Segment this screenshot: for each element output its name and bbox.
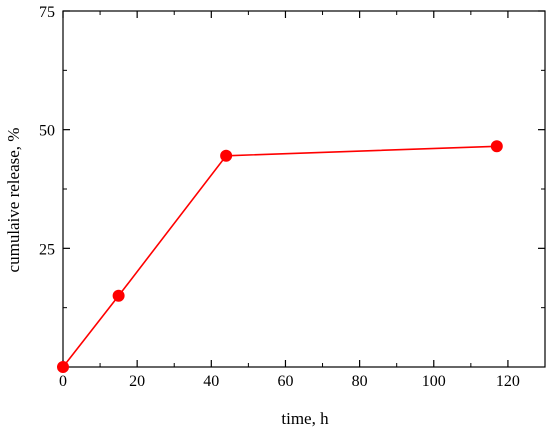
data-point <box>490 140 503 153</box>
x-tick-label: 80 <box>352 373 368 390</box>
data-point <box>112 289 125 302</box>
y-tick-label: 75 <box>39 4 55 21</box>
data-point <box>220 149 233 162</box>
x-tick-label: 40 <box>203 373 219 390</box>
x-tick-label: 60 <box>277 373 293 390</box>
x-tick-label: 0 <box>59 373 67 390</box>
y-axis-label: cumulaive release, % <box>4 128 23 273</box>
x-tick-label: 100 <box>422 373 446 390</box>
y-axis-ticks: 25 50 75 <box>39 4 545 309</box>
x-axis-ticks: 0 20 40 60 80 100 120 <box>59 11 520 390</box>
y-tick-label: 50 <box>39 123 55 140</box>
x-tick-label: 20 <box>129 373 145 390</box>
plot-frame <box>62 10 546 368</box>
series-line <box>62 145 497 368</box>
x-axis-label: time, h <box>281 409 329 428</box>
y-tick-label: 25 <box>39 241 55 258</box>
plot-border <box>62 10 546 368</box>
series-layer <box>57 140 503 373</box>
data-point <box>57 361 69 373</box>
x-tick-label: 120 <box>496 373 520 390</box>
